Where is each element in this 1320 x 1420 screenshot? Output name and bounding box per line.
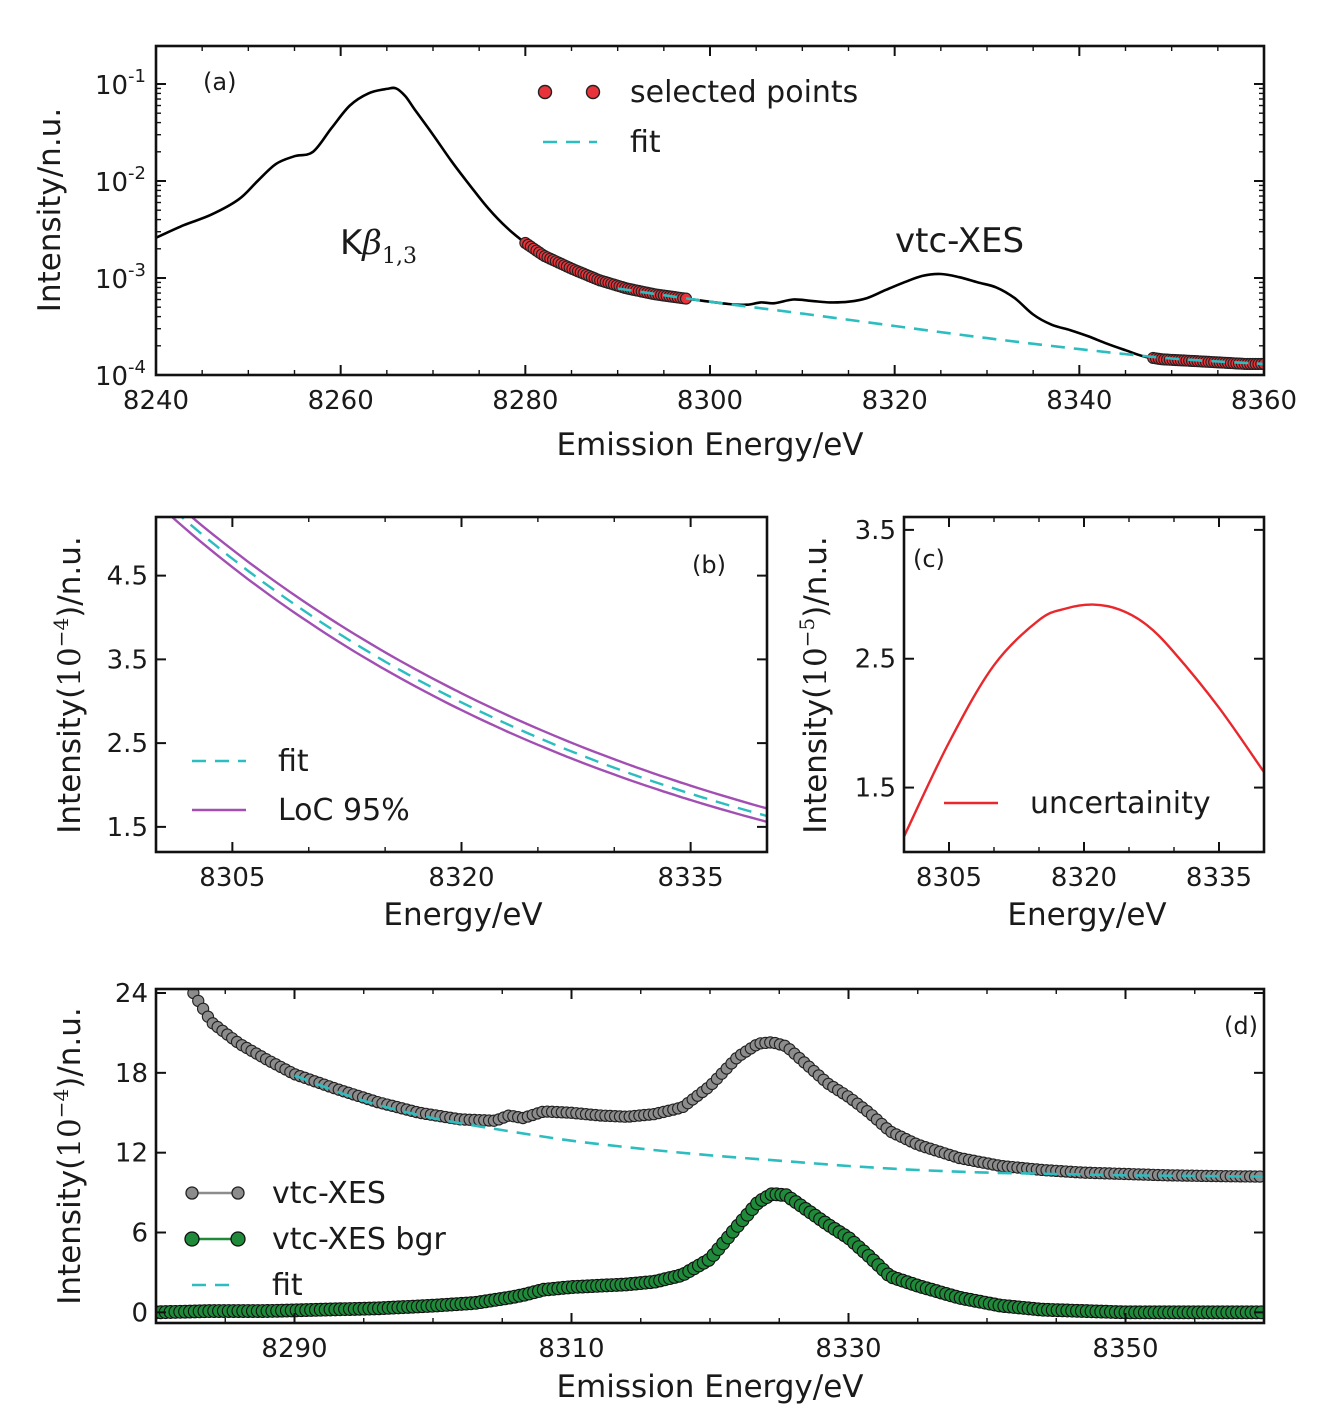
fit-line bbox=[294, 1074, 1264, 1178]
y-tick-label: 2.5 bbox=[855, 645, 896, 675]
x-tick-label: 8260 bbox=[308, 386, 374, 416]
x-tick-label: 8335 bbox=[1186, 863, 1252, 893]
y-tick-label: 10-4 bbox=[95, 357, 146, 392]
panel-a: 8240 8260 8280 8300 8320 8340 8360 10-1 10-2 10-3… bbox=[32, 44, 1297, 463]
x-tick-label: 8335 bbox=[658, 863, 724, 893]
legend-selected-points-marker bbox=[585, 84, 601, 100]
y-tick-label: 1.5 bbox=[107, 813, 148, 843]
legend-loc-label: LoC 95% bbox=[278, 793, 410, 828]
x-tick-label: 8305 bbox=[916, 863, 982, 893]
panel-b: 8305 8320 8335 1.5 2.5 3.5 4.5 (b) fit LoC 95%… bbox=[49, 515, 769, 933]
uncertainty-line bbox=[904, 603, 1264, 838]
x-tick-label: 8320 bbox=[862, 386, 928, 416]
legend-vtc-xes-bgr-label: vtc-XES bgr bbox=[272, 1222, 447, 1257]
panel-c-tag: (c) bbox=[913, 545, 945, 573]
panel-b-tag: (b) bbox=[692, 551, 726, 579]
y-tick-label: 3.5 bbox=[855, 516, 896, 546]
y-tick-label: 4.5 bbox=[107, 562, 148, 592]
y-tick-label: 24 bbox=[115, 979, 148, 1009]
panel-a-ylabel: Intensity/n.u. bbox=[32, 108, 68, 312]
panel-b-frame bbox=[154, 515, 769, 854]
x-tick-label: 8290 bbox=[261, 1334, 327, 1364]
legend-vtc-xes-label: vtc-XES bbox=[272, 1176, 386, 1211]
legend-fit-label: fit bbox=[278, 744, 309, 779]
x-tick-label: 8330 bbox=[815, 1334, 881, 1364]
panel-c-xlabel: Energy/eV bbox=[1007, 897, 1166, 933]
panel-a-ticks: 8240 8260 8280 8300 8320 8340 8360 10-1 10-2 10-3… bbox=[95, 46, 1297, 416]
y-tick-label: 3.5 bbox=[107, 645, 148, 675]
x-tick-label: 8360 bbox=[1231, 386, 1297, 416]
x-tick-label: 8310 bbox=[538, 1334, 604, 1364]
legend-vtc-xes-bgr-marker bbox=[230, 1231, 246, 1247]
panel-d-xlabel: Emission Energy/eV bbox=[556, 1369, 863, 1405]
panel-d-series bbox=[156, 989, 1264, 1320]
panel-b-series bbox=[170, 517, 767, 824]
panel-d: 8290 8310 8330 8350 0 6 12 18 24 (d) vtc-XES vtc… bbox=[49, 979, 1266, 1405]
vtc-xes-annotation: vtc-XES bbox=[895, 221, 1024, 261]
panel-a-legend: selected points fit bbox=[537, 75, 858, 160]
fit-line bbox=[617, 287, 1264, 366]
panel-d-tag: (d) bbox=[1224, 1012, 1258, 1040]
x-tick-label: 8240 bbox=[123, 386, 189, 416]
y-tick-label: 18 bbox=[115, 1059, 148, 1089]
loc-lower-line bbox=[170, 517, 767, 824]
panel-b-ticks: 8305 8320 8335 1.5 2.5 3.5 4.5 bbox=[107, 517, 767, 893]
panel-c-ticks: 8305 8320 8335 1.5 2.5 3.5 bbox=[855, 516, 1264, 893]
x-tick-label: 8320 bbox=[1051, 863, 1117, 893]
y-tick-label: 10-3 bbox=[95, 260, 146, 295]
x-tick-label: 8340 bbox=[1046, 386, 1112, 416]
x-tick-label: 8300 bbox=[677, 386, 743, 416]
kbeta-base: K bbox=[340, 223, 364, 263]
legend-fit-label: fit bbox=[272, 1268, 303, 1303]
y-tick-label: 10-2 bbox=[95, 163, 146, 198]
x-tick-label: 8305 bbox=[199, 863, 265, 893]
fit-line bbox=[179, 517, 767, 818]
panel-b-xlabel: Energy/eV bbox=[383, 897, 542, 933]
panel-b-ylabel: Intensity(10−4)/n.u. bbox=[49, 536, 88, 834]
x-tick-label: 8350 bbox=[1092, 1334, 1158, 1364]
vtc-xes-line bbox=[192, 992, 1264, 1178]
kbeta-annotation: Kβ1,3 bbox=[340, 223, 417, 269]
kbeta-greek: β bbox=[360, 223, 382, 263]
y-tick-label: 6 bbox=[131, 1219, 148, 1249]
legend-vtc-xes-bgr-marker bbox=[184, 1231, 200, 1247]
legend-fit-label: fit bbox=[630, 125, 661, 160]
panel-c: 8305 8320 8335 1.5 2.5 3.5 (c) uncertainity E… bbox=[795, 515, 1266, 933]
legend-selected-points-marker bbox=[537, 84, 553, 100]
panel-c-series bbox=[904, 603, 1264, 838]
panel-a-tag: (a) bbox=[203, 68, 236, 96]
y-tick-label: 12 bbox=[115, 1139, 148, 1169]
legend-uncertainty-label: uncertainity bbox=[1030, 786, 1211, 821]
panel-d-legend: vtc-XES vtc-XES bgr fit bbox=[184, 1176, 447, 1303]
spectrum-line bbox=[156, 86, 1264, 366]
loc-upper-line bbox=[189, 517, 767, 810]
y-tick-label: 2.5 bbox=[107, 729, 148, 759]
kbeta-subscript: 1,3 bbox=[382, 244, 417, 269]
panel-c-legend: uncertainity bbox=[944, 786, 1211, 821]
panel-b-legend: fit LoC 95% bbox=[192, 744, 410, 828]
x-tick-label: 8280 bbox=[492, 386, 558, 416]
y-tick-label: 0 bbox=[131, 1298, 148, 1328]
legend-selected-points-label: selected points bbox=[630, 75, 858, 110]
legend-vtc-xes-marker bbox=[231, 1186, 245, 1200]
y-tick-label: 10-1 bbox=[95, 66, 146, 101]
legend-vtc-xes-marker bbox=[185, 1186, 199, 1200]
panel-c-ylabel: Intensity(10−5)/n.u. bbox=[795, 536, 834, 834]
panel-a-xlabel: Emission Energy/eV bbox=[556, 427, 863, 463]
y-tick-label: 1.5 bbox=[855, 774, 896, 804]
panel-d-ticks: 8290 8310 8330 8350 0 6 12 18 24 bbox=[115, 979, 1264, 1364]
panel-a-series bbox=[156, 86, 1264, 370]
x-tick-label: 8320 bbox=[428, 863, 494, 893]
panel-d-ylabel: Intensity(10−4)/n.u. bbox=[49, 1007, 88, 1305]
